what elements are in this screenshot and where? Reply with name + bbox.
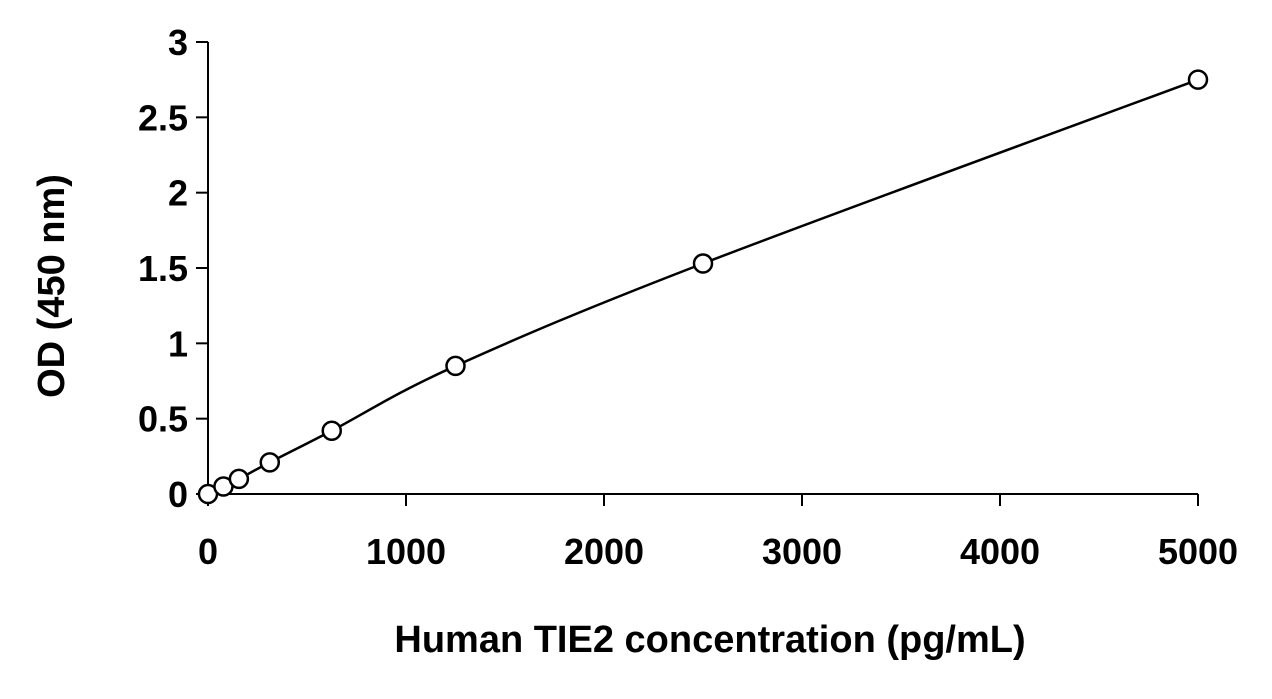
data-point (1187, 69, 1209, 90)
data-point (692, 253, 714, 274)
y-tick-label: 3 (168, 22, 188, 63)
y-tick-label: 0.5 (138, 399, 188, 440)
x-tick-label: 3000 (762, 531, 842, 572)
y-tick-label: 0 (168, 474, 188, 515)
fit-curve (207, 78, 1199, 496)
x-tick-label: 0 (198, 531, 218, 572)
data-point (321, 420, 342, 441)
x-axis-title: Human TIE2 concentration (pg/mL) (394, 619, 1025, 661)
x-tick-label: 5000 (1158, 531, 1238, 572)
y-tick-label: 2 (168, 173, 188, 214)
data-point (259, 452, 281, 473)
y-ticks: 0 0.5 1 1.5 2 2.5 3 (138, 22, 208, 515)
x-tick-label: 4000 (960, 531, 1040, 572)
data-point (228, 468, 250, 490)
fit-curve-group (207, 78, 1199, 496)
x-tick-label: 2000 (564, 531, 644, 572)
x-ticks: 0 1000 2000 3000 4000 5000 (198, 494, 1238, 572)
y-tick-label: 2.5 (138, 97, 188, 138)
y-tick-label: 1 (168, 323, 188, 364)
x-tick-label: 1000 (366, 531, 446, 572)
y-tick-label: 1.5 (138, 248, 188, 289)
data-point (445, 355, 466, 377)
data-points (197, 69, 1209, 505)
y-axis-title: OD (450 nm) (31, 174, 73, 398)
